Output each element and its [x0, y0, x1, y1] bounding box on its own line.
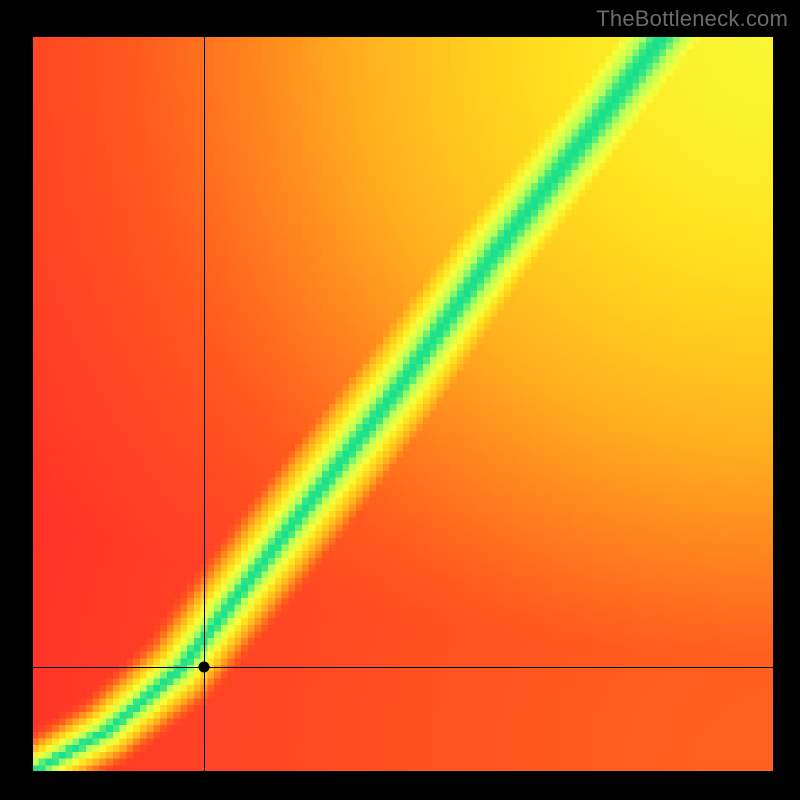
crosshair-marker: [199, 662, 210, 673]
crosshair-horizontal: [32, 667, 774, 668]
plot-frame: [32, 36, 774, 772]
watermark-text: TheBottleneck.com: [596, 6, 788, 32]
